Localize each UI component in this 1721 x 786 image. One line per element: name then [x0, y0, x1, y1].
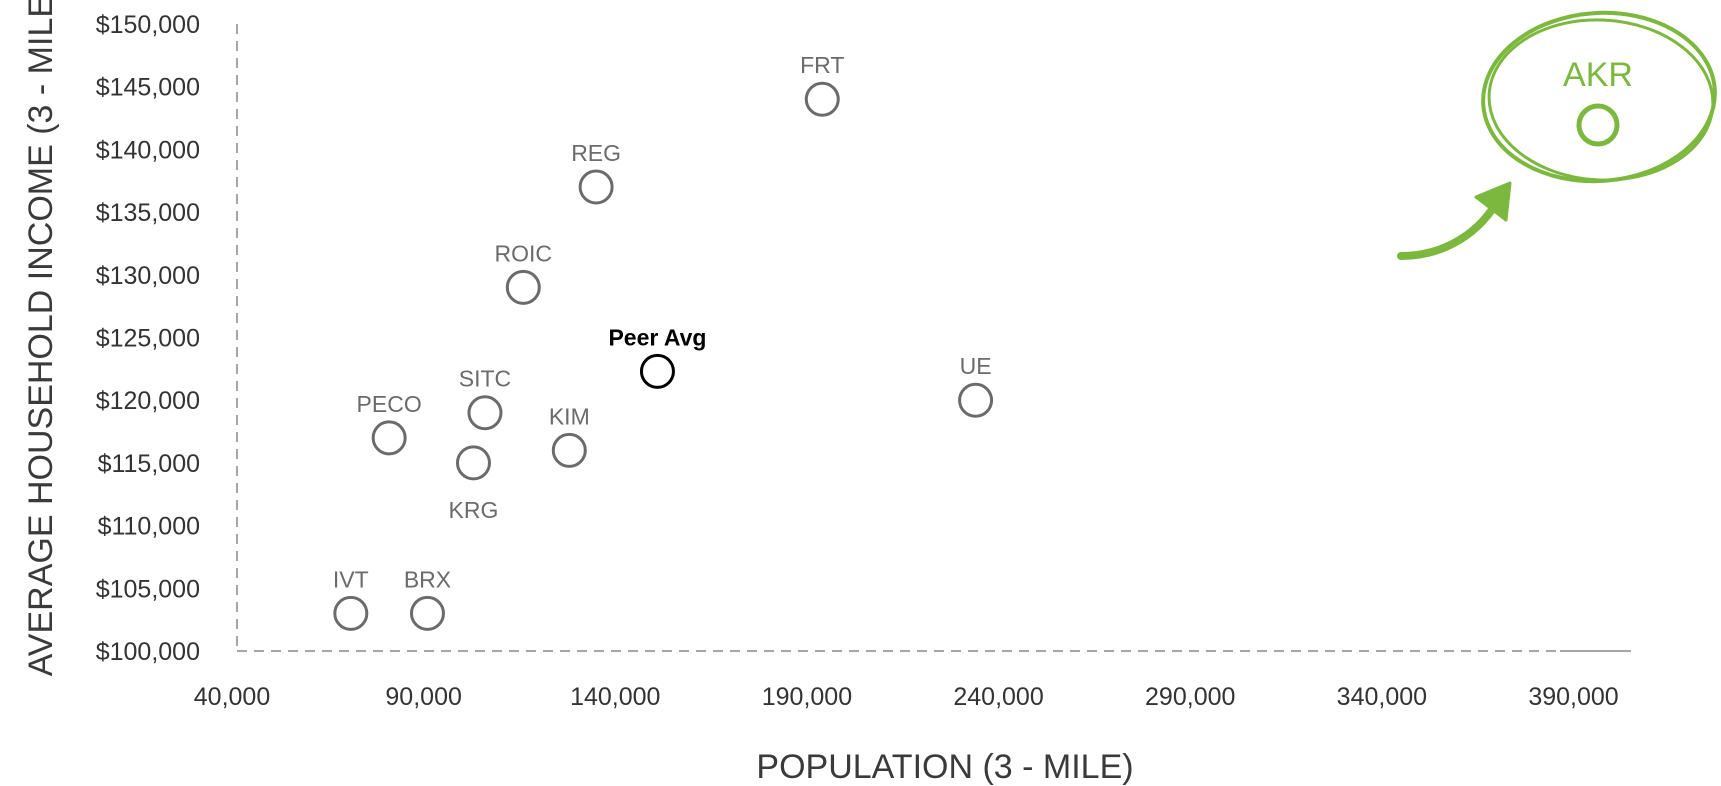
y-tick-label: $140,000	[96, 136, 200, 164]
arrow-head	[1474, 181, 1512, 222]
point-label: IVT	[333, 566, 369, 592]
x-tick-label: 390,000	[1528, 683, 1618, 711]
y-tick-label: $120,000	[96, 387, 200, 415]
x-axis-ticks: 40,000 90,000 140,000 190,000 240,000 290,000…	[194, 683, 1619, 711]
y-tick-label: $115,000	[98, 450, 200, 478]
y-tick-label: $105,000	[96, 575, 200, 603]
point-label: BRX	[404, 566, 451, 592]
akr-callout: AKR	[1397, 10, 1717, 260]
y-tick-label: $125,000	[96, 325, 200, 353]
point-marker	[467, 395, 503, 431]
point-marker	[371, 420, 407, 456]
y-tick-label: $145,000	[96, 74, 200, 102]
y-tick-label: $110,000	[98, 513, 200, 541]
highlight-circle	[1481, 10, 1717, 184]
point-marker	[333, 595, 369, 631]
point-marker	[958, 382, 994, 418]
point-label: REG	[571, 140, 621, 166]
point-marker	[804, 81, 840, 117]
point-label: KIM	[549, 403, 590, 429]
x-tick-label: 240,000	[953, 683, 1043, 711]
y-axis-ticks: $100,000 $105,000 $110,000 $115,000 $120,000…	[96, 11, 200, 666]
x-tick-label: 140,000	[570, 683, 660, 711]
point-marker	[551, 432, 587, 468]
akr-marker	[1576, 103, 1620, 147]
x-tick-label: 190,000	[762, 683, 852, 711]
highlight-circle-inner	[1487, 18, 1715, 182]
y-tick-label: $130,000	[96, 262, 200, 290]
point-label: KRG	[449, 497, 499, 523]
point-label: SITC	[459, 366, 511, 392]
point-marker	[455, 445, 491, 481]
x-axis-title: POPULATION (3 - MILE)	[756, 748, 1133, 786]
point-label: PECO	[357, 391, 422, 417]
point-label: FRT	[800, 52, 844, 78]
akr-label: AKR	[1563, 56, 1633, 94]
point-marker	[505, 269, 541, 305]
point-label: Peer Avg	[608, 324, 706, 350]
y-tick-label: $150,000	[96, 11, 200, 39]
y-axis-title: AVERAGE HOUSEHOLD INCOME (3 - MILE)	[22, 0, 60, 676]
data-points: FRT REG ROIC Peer Avg UE SITC PECO KIM KRG IVT BRX	[333, 52, 994, 631]
point-label: ROIC	[495, 240, 553, 266]
x-tick-label: 40,000	[194, 683, 270, 711]
y-tick-label: $100,000	[96, 638, 200, 666]
point-marker	[578, 169, 614, 205]
x-tick-label: 340,000	[1337, 683, 1427, 711]
x-tick-label: 290,000	[1145, 683, 1235, 711]
point-label: UE	[960, 353, 992, 379]
axes	[236, 24, 1631, 652]
point-marker	[409, 595, 445, 631]
point-marker	[639, 353, 675, 389]
y-tick-label: $135,000	[96, 199, 200, 227]
x-tick-label: 90,000	[385, 683, 461, 711]
